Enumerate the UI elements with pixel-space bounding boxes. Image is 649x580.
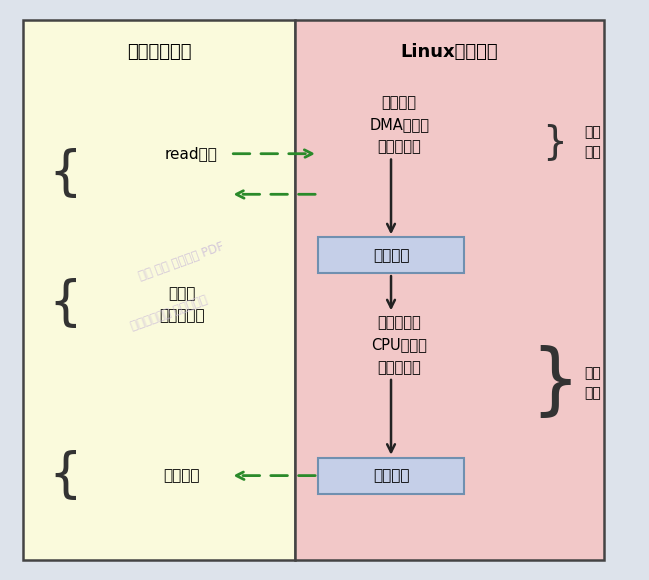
Text: {: {: [48, 148, 82, 200]
Text: 复制
数据: 复制 数据: [584, 367, 601, 400]
FancyBboxPatch shape: [318, 237, 464, 273]
FancyBboxPatch shape: [23, 20, 295, 560]
Text: 领取 尼恩 学习圣经 PDF: 领取 尼恩 学习圣经 PDF: [137, 240, 227, 282]
Text: 物理设备
DMA复制到
内核缓冲区: 物理设备 DMA复制到 内核缓冲区: [369, 95, 429, 154]
Text: {: {: [48, 278, 82, 331]
Text: 关注公众号： 技术自由圈: 关注公众号： 技术自由圈: [129, 293, 209, 333]
Text: 用户程序空间: 用户程序空间: [127, 43, 191, 61]
Text: 复制完成: 复制完成: [373, 248, 410, 263]
Text: Linux内核空间: Linux内核空间: [400, 43, 498, 61]
Text: 等待
数据: 等待 数据: [584, 125, 601, 159]
FancyBboxPatch shape: [318, 458, 464, 494]
Text: read调用: read调用: [165, 146, 218, 161]
FancyBboxPatch shape: [295, 20, 604, 560]
Text: }: }: [543, 123, 567, 161]
Text: {: {: [48, 450, 82, 502]
Text: 内核缓冲区
CPU复制到
用户缓冲区: 内核缓冲区 CPU复制到 用户缓冲区: [371, 316, 427, 375]
Text: 复制完成: 复制完成: [373, 468, 410, 483]
Text: 完成通知: 完成通知: [164, 468, 200, 483]
Text: 非阻塞
做其他事情: 非阻塞 做其他事情: [159, 286, 204, 323]
Text: }: }: [530, 345, 580, 422]
